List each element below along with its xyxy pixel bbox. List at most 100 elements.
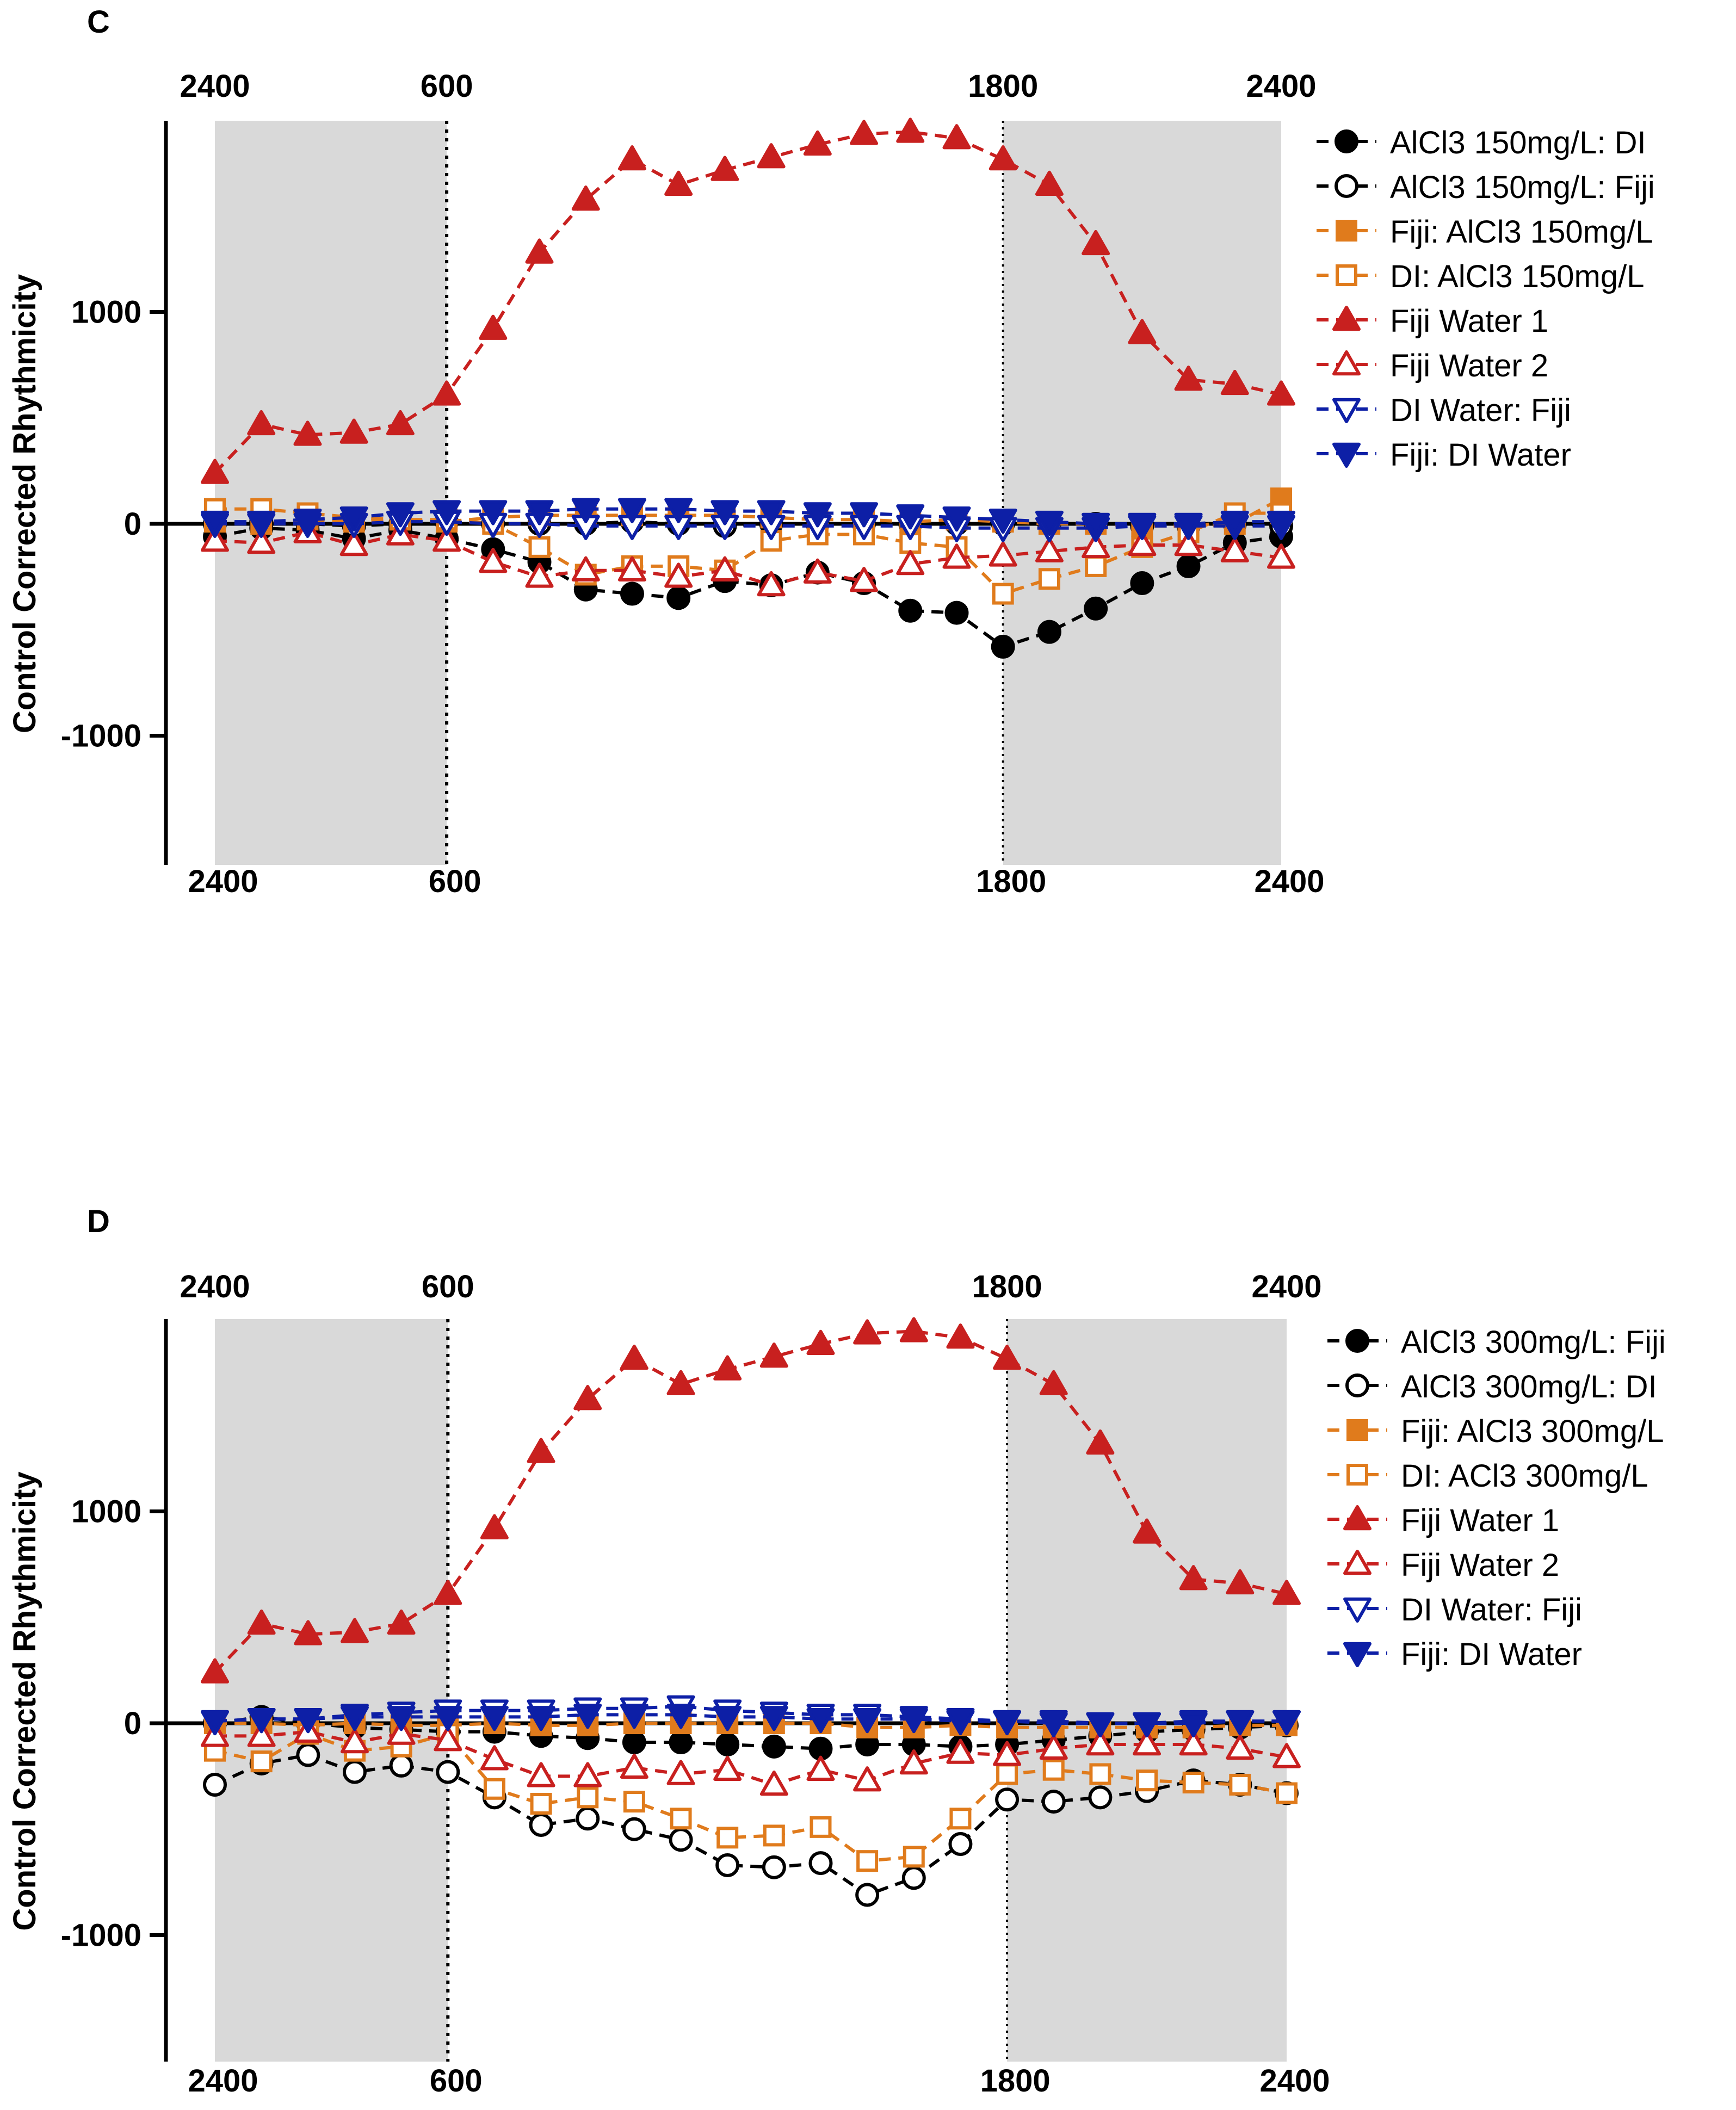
data-point <box>1267 543 1295 569</box>
data-point <box>711 500 739 525</box>
data-point <box>1226 1734 1255 1760</box>
data-point <box>617 498 646 523</box>
data-point <box>1174 512 1203 538</box>
x-tick-label-bottom: 1800 <box>980 2063 1051 2099</box>
data-point <box>946 1738 975 1764</box>
data-point <box>1128 530 1157 556</box>
data-point <box>989 541 1017 567</box>
data-point <box>1267 380 1295 406</box>
data-point <box>1085 555 1107 577</box>
data-point <box>571 498 600 523</box>
data-point <box>201 1710 229 1736</box>
data-point <box>480 1706 509 1731</box>
data-point <box>201 1658 229 1684</box>
data-point <box>853 1319 882 1345</box>
data-point <box>433 527 461 552</box>
legend-marker <box>1335 129 1358 153</box>
series-fiji-di-water <box>201 498 1295 538</box>
data-point <box>1272 1580 1301 1605</box>
data-point <box>850 567 879 592</box>
data-point <box>573 1385 602 1410</box>
legend-label: Fiji Water 1 <box>1390 304 1548 339</box>
data-point <box>855 1883 880 1907</box>
legend-label: DI: ACl3 300mg/L <box>1401 1458 1648 1494</box>
data-point <box>434 1580 462 1605</box>
legend-marker <box>1343 1597 1371 1623</box>
legend-label: DI: AlCl3 150mg/L <box>1390 259 1644 294</box>
shaded-night-region <box>215 121 447 865</box>
data-point <box>386 502 415 528</box>
series-di-acl3-300mg-l <box>204 1723 1298 1872</box>
data-point <box>1035 510 1064 536</box>
data-point <box>992 583 1014 605</box>
data-point <box>479 548 508 573</box>
x-tick-label-bottom: 2400 <box>1259 2063 1330 2099</box>
data-point <box>899 1749 928 1775</box>
data-point <box>571 556 600 581</box>
data-point <box>527 1438 555 1463</box>
data-point <box>664 170 693 196</box>
panel-label: C <box>87 4 110 40</box>
legend-label: Fiji: DI Water <box>1401 1637 1582 1672</box>
data-point <box>898 598 923 623</box>
data-point <box>1176 554 1201 578</box>
legend-label: Fiji Water 2 <box>1401 1548 1559 1583</box>
data-point <box>1133 1518 1162 1544</box>
data-point <box>899 1707 928 1734</box>
data-point <box>946 1710 975 1736</box>
data-point <box>389 1753 413 1778</box>
data-point <box>989 145 1017 171</box>
data-point <box>757 571 786 597</box>
data-point <box>201 459 229 484</box>
data-point <box>247 410 276 436</box>
legend-label: Fiji Water 1 <box>1401 1503 1559 1538</box>
data-point <box>617 556 646 581</box>
data-point <box>810 1816 832 1838</box>
data-point <box>1082 230 1110 256</box>
data-point <box>1179 1730 1208 1756</box>
y-tick-label: -1000 <box>61 719 141 754</box>
data-point <box>571 185 600 211</box>
data-point <box>620 1704 648 1729</box>
data-point <box>1179 1712 1208 1737</box>
data-point <box>436 1760 460 1784</box>
legend-label: DI Water: Fiji <box>1401 1592 1582 1628</box>
data-point <box>942 506 971 532</box>
legend-marker <box>1346 1419 1368 1441</box>
panel-label: D <box>87 1204 110 1239</box>
data-point <box>757 143 786 169</box>
data-point <box>759 1342 788 1368</box>
legend-marker <box>1336 220 1357 242</box>
data-point <box>711 556 739 581</box>
legend-marker <box>1332 350 1361 376</box>
x-tick-label-top: 1800 <box>968 69 1038 104</box>
data-point <box>480 1514 509 1539</box>
data-point <box>948 1832 973 1857</box>
data-point <box>896 550 925 576</box>
data-point <box>530 1793 552 1815</box>
data-point <box>762 1855 786 1879</box>
data-point <box>1088 1785 1113 1810</box>
data-point <box>803 502 832 528</box>
legend-marker <box>1343 1550 1371 1575</box>
data-point <box>576 1806 600 1831</box>
data-point <box>1084 596 1108 621</box>
data-point <box>620 1753 648 1779</box>
data-point <box>711 156 739 181</box>
data-point <box>1133 1730 1162 1756</box>
data-point <box>1086 1712 1115 1737</box>
data-point <box>670 1808 692 1830</box>
data-point <box>247 529 276 554</box>
legend-marker <box>1345 1373 1369 1397</box>
data-point <box>434 1706 462 1731</box>
data-point <box>201 510 229 536</box>
shaded-night-region <box>1007 1319 1287 2062</box>
data-point <box>716 1827 739 1849</box>
data-point <box>529 1812 553 1837</box>
data-point <box>1133 1712 1162 1737</box>
panel-d: D 1000 0 -1000 Control Corrected Rhythmicity… <box>7 1204 1666 2099</box>
data-point <box>527 1762 555 1787</box>
legend-marker <box>1346 1464 1368 1486</box>
data-point <box>577 1786 599 1809</box>
data-point <box>856 1850 879 1872</box>
